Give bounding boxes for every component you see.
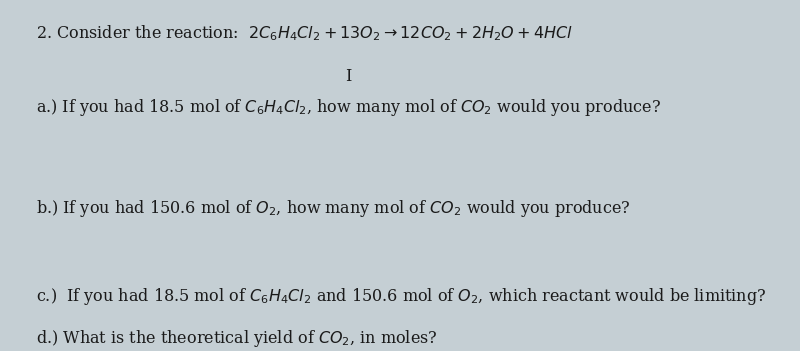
Text: d.) What is the theoretical yield of $CO_2$, in moles?: d.) What is the theoretical yield of $CO…	[36, 328, 438, 349]
Text: a.) If you had 18.5 mol of $C_6H_4Cl_2$, how many mol of $CO_2$ would you produc: a.) If you had 18.5 mol of $C_6H_4Cl_2$,…	[36, 97, 661, 118]
Text: c.)  If you had 18.5 mol of $C_6H_4Cl_2$ and 150.6 mol of $O_2$, which reactant : c.) If you had 18.5 mol of $C_6H_4Cl_2$ …	[36, 286, 766, 307]
Text: 2. Consider the reaction:  $2C_6H_4Cl_2 + 13O_2 \rightarrow 12CO_2 + 2H_2O + 4HC: 2. Consider the reaction: $2C_6H_4Cl_2 +…	[36, 23, 573, 42]
Text: b.) If you had 150.6 mol of $O_2$, how many mol of $CO_2$ would you produce?: b.) If you had 150.6 mol of $O_2$, how m…	[36, 198, 630, 219]
Text: I: I	[345, 68, 351, 85]
